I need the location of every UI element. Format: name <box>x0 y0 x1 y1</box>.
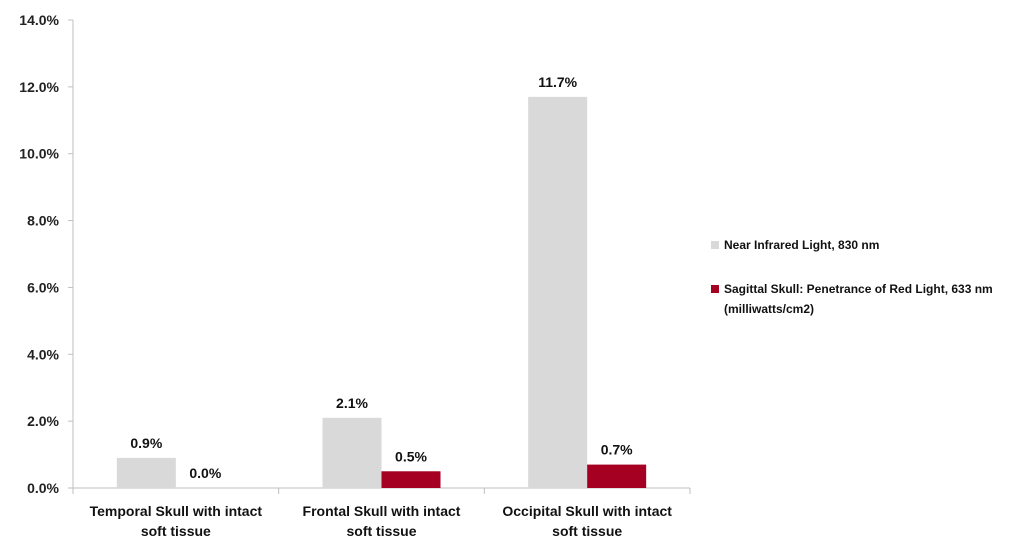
bar-series-2 <box>587 464 647 488</box>
x-category-label: Occipital Skull with intact <box>502 503 672 519</box>
data-label: 0.0% <box>189 465 221 481</box>
legend-label: Sagittal Skull: Penetrance of Red Light,… <box>724 282 993 296</box>
data-label: 0.9% <box>130 435 162 451</box>
x-axis: Temporal Skull with intact soft tissue Fro… <box>72 487 691 539</box>
y-tick-label: 4.0% <box>27 346 59 362</box>
bars: 0.9% 0.0% 2.1% 0.5% 11.7% 0.7% <box>116 74 647 488</box>
legend-swatch <box>711 241 719 249</box>
x-category-label: Frontal Skull with intact <box>303 503 461 519</box>
y-tick-label: 14.0% <box>19 12 59 28</box>
y-axis: 0.0% 2.0% 4.0% 6.0% 8.0% 10.0% 12.0% 14.0% <box>19 12 74 496</box>
y-tick-label: 8.0% <box>27 213 59 229</box>
x-category-label: soft tissue <box>552 523 622 539</box>
bar-series-2 <box>381 471 441 488</box>
y-tick-label: 12.0% <box>19 79 59 95</box>
legend-swatch <box>711 285 719 293</box>
data-label: 0.7% <box>601 442 633 458</box>
bar-series-1 <box>322 417 382 488</box>
data-label: 0.5% <box>395 448 427 464</box>
x-category-label: Temporal Skull with intact <box>90 503 263 519</box>
x-category-label: soft tissue <box>346 523 416 539</box>
y-tick-label: 10.0% <box>19 146 59 162</box>
y-tick-label: 2.0% <box>27 413 59 429</box>
legend: Near Infrared Light, 830 nm Sagittal Skul… <box>711 238 993 316</box>
x-category-label: soft tissue <box>141 523 211 539</box>
data-label: 2.1% <box>336 395 368 411</box>
data-label: 11.7% <box>538 74 577 90</box>
legend-label-line2: (milliwatts/cm2) <box>724 302 814 316</box>
y-tick-label: 6.0% <box>27 279 59 295</box>
legend-label: Near Infrared Light, 830 nm <box>724 238 879 252</box>
bar-series-1 <box>116 457 176 488</box>
y-tick-label: 0.0% <box>27 480 59 496</box>
bar-series-1 <box>528 96 588 488</box>
